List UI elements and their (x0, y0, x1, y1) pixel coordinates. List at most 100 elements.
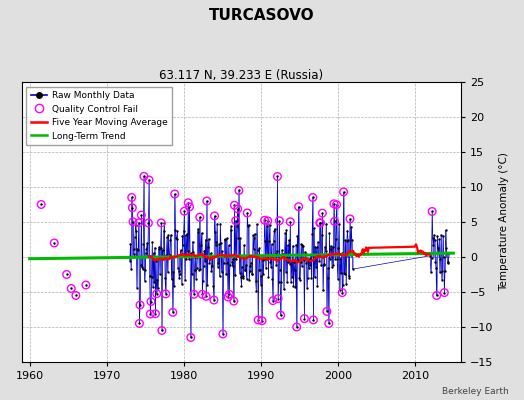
Point (144, 220, 152, 226)
Point (257, 273, 266, 279)
Point (161, 291, 170, 297)
Point (170, 191, 179, 197)
Point (201, 236, 210, 243)
Point (267, 241, 276, 248)
Point (326, 243, 335, 249)
Point (207, 268, 215, 274)
Point (234, 206, 242, 212)
Point (337, 250, 346, 256)
Point (254, 317, 263, 323)
Point (221, 236, 229, 242)
Point (252, 278, 260, 284)
Point (150, 244, 159, 251)
Point (137, 262, 145, 268)
Point (162, 252, 171, 258)
Point (203, 198, 211, 204)
Point (294, 204, 303, 210)
Point (440, 254, 448, 260)
Point (311, 243, 320, 250)
Point (226, 262, 234, 268)
Point (224, 294, 232, 300)
Point (303, 274, 312, 281)
Point (432, 265, 440, 272)
Point (138, 264, 146, 270)
Point (128, 204, 137, 211)
Point (156, 245, 165, 251)
Point (309, 194, 317, 201)
Point (337, 270, 345, 277)
Point (327, 246, 335, 252)
Point (291, 267, 299, 273)
Point (294, 204, 303, 210)
Point (292, 241, 300, 248)
Point (195, 267, 203, 274)
Point (127, 194, 136, 201)
Point (180, 208, 189, 214)
Point (132, 222, 140, 228)
Point (283, 242, 292, 249)
Point (336, 256, 345, 263)
Point (177, 252, 185, 258)
Point (254, 317, 263, 323)
Point (159, 253, 167, 260)
Point (145, 177, 153, 183)
Point (442, 244, 451, 251)
Point (303, 284, 311, 291)
Point (330, 200, 338, 207)
Point (185, 204, 194, 210)
Point (164, 232, 172, 238)
Point (213, 221, 221, 227)
Point (192, 264, 201, 271)
Point (243, 276, 251, 282)
Point (347, 224, 355, 230)
Point (324, 320, 333, 327)
Point (37, 201, 46, 208)
Point (230, 202, 238, 208)
Point (238, 264, 246, 271)
Point (234, 206, 242, 212)
Point (139, 241, 147, 248)
Point (133, 284, 141, 291)
Point (247, 260, 255, 266)
Point (439, 232, 447, 239)
Point (313, 283, 321, 289)
Point (203, 281, 212, 288)
Point (231, 272, 239, 278)
Point (252, 287, 260, 294)
Point (329, 244, 337, 250)
Point (340, 189, 348, 195)
Point (306, 261, 314, 268)
Point (146, 311, 155, 317)
Point (189, 249, 198, 255)
Point (154, 285, 162, 291)
Point (430, 232, 438, 239)
Point (269, 238, 278, 244)
Point (278, 247, 286, 253)
Point (165, 253, 173, 259)
Point (128, 204, 137, 211)
Point (304, 265, 313, 271)
Point (133, 246, 141, 252)
Point (307, 275, 315, 281)
Point (432, 292, 441, 299)
Point (280, 286, 288, 293)
Point (281, 230, 289, 236)
Point (339, 282, 347, 288)
Point (195, 214, 204, 220)
Point (273, 173, 281, 180)
Point (219, 331, 227, 337)
Point (286, 218, 294, 225)
Point (274, 295, 282, 302)
Point (250, 235, 258, 242)
Point (240, 242, 248, 248)
Point (149, 284, 157, 290)
Point (225, 291, 234, 298)
Point (137, 212, 146, 218)
Point (291, 284, 300, 290)
Point (210, 297, 218, 303)
Point (214, 264, 222, 270)
Point (345, 275, 354, 281)
Point (187, 250, 195, 256)
Point (215, 273, 224, 279)
Point (277, 312, 285, 318)
